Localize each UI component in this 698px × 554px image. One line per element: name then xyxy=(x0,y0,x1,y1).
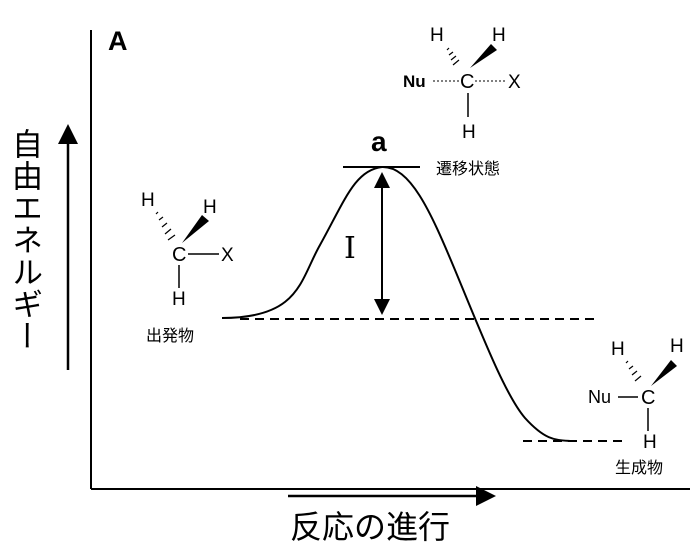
reaction-energy-curve xyxy=(221,165,571,442)
panel-label: A xyxy=(108,26,128,56)
transition-state-molecule: H H Nu C X H xyxy=(403,25,521,143)
ts-solid-wedge xyxy=(470,44,497,68)
activation-energy-label: I xyxy=(344,231,356,266)
product-hydrogen-bottom: H xyxy=(643,432,657,453)
product-hydrogen-top-left: H xyxy=(611,339,625,360)
ts-hydrogen-top-right: H xyxy=(492,25,506,46)
reactant-hashed-wedge xyxy=(155,211,176,241)
reactant-hydrogen-bottom: H xyxy=(172,289,186,310)
ts-hashed-wedge xyxy=(446,47,460,66)
reactant-solid-wedge xyxy=(182,215,209,243)
product-carbon: C xyxy=(641,387,655,409)
reactant-carbon: C xyxy=(172,244,186,266)
ts-hydrogen-bottom: H xyxy=(462,122,476,143)
reactant-leaving-group: X xyxy=(221,245,234,266)
product-caption: 生成物 xyxy=(615,458,663,477)
product-nucleophile: Nu xyxy=(588,387,611,407)
product-hashed-wedge xyxy=(625,360,642,382)
ts-hydrogen-top-left: H xyxy=(430,25,444,46)
product-hydrogen-top-right: H xyxy=(670,336,684,357)
transition-state-point-label: a xyxy=(371,126,387,157)
ts-leaving-group: X xyxy=(508,72,521,93)
ts-carbon: C xyxy=(460,71,474,93)
reactant-caption: 出発物 xyxy=(146,326,194,345)
transition-state-caption: 遷移状態 xyxy=(436,159,500,178)
reactant-hydrogen-top-right: H xyxy=(203,197,217,218)
x-axis-label: 反応の進行 xyxy=(290,508,450,546)
reactant-molecule: H H C X H xyxy=(141,190,234,310)
ts-nucleophile: Nu xyxy=(403,72,426,91)
y-axis-label: 自由エネルギー xyxy=(6,128,42,352)
reactant-hydrogen-top-left: H xyxy=(141,190,155,211)
product-solid-wedge xyxy=(651,360,677,386)
product-molecule: H H Nu C H xyxy=(588,336,684,453)
